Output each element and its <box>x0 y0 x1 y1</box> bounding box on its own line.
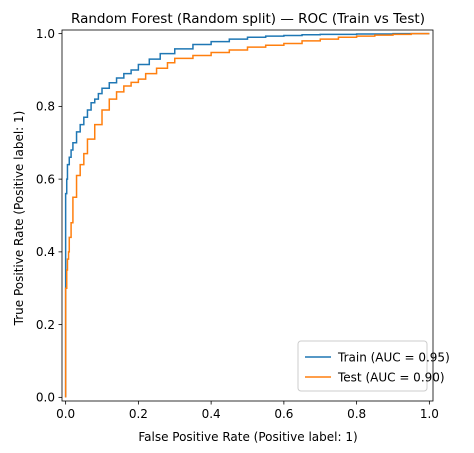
y-tick-label: 0.8 <box>36 100 55 114</box>
x-tick-label: 0.0 <box>56 407 75 421</box>
axes-border <box>61 29 434 402</box>
x-axis-label: False Positive Rate (Positive label: 1) <box>138 430 357 444</box>
ticks: 0.0 0.2 0.4 0.6 0.8 1.0 0.0 0.2 0.4 0.6 0.8 1.0 <box>36 27 439 421</box>
y-axis-label: True Positive Rate (Positive label: 1) <box>12 111 26 327</box>
series-line-0 <box>64 32 430 398</box>
x-tick-label: 0.6 <box>274 407 293 421</box>
x-tick-label: 0.4 <box>202 407 221 421</box>
chart-title: Random Forest (Random split) — ROC (Trai… <box>71 11 425 27</box>
legend: Train (AUC = 0.95) Test (AUC = 0.90) <box>297 340 450 392</box>
x-tick-label: 0.2 <box>129 407 148 421</box>
series-line-1 <box>64 32 430 398</box>
plot-content <box>64 32 430 398</box>
x-tick-label: 0.8 <box>347 407 366 421</box>
y-tick-label: 0.0 <box>36 391 55 405</box>
y-tick-label: 1.0 <box>36 27 55 41</box>
y-tick-label: 0.4 <box>36 245 55 259</box>
y-tick-label: 0.6 <box>36 172 55 186</box>
legend-label-0: Train (AUC = 0.95) <box>337 350 450 364</box>
legend-box <box>297 340 428 392</box>
x-tick-label: 1.0 <box>420 407 439 421</box>
legend-label-1: Test (AUC = 0.90) <box>337 370 445 384</box>
y-tick-label: 0.2 <box>36 318 55 332</box>
axes-frame <box>61 29 434 402</box>
